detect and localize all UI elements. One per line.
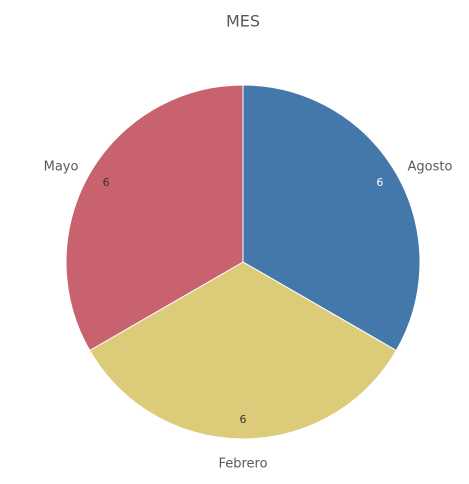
value-label: 6 <box>103 176 110 189</box>
pie-slice <box>89 261 397 440</box>
value-label: 6 <box>240 413 247 426</box>
chart-title: MES <box>226 12 260 31</box>
value-label: 6 <box>376 176 383 189</box>
slice-label: Mayo <box>44 160 79 175</box>
slice-label: Febrero <box>218 457 267 472</box>
pie-slice <box>65 84 244 352</box>
pie-slice <box>242 84 421 352</box>
slice-label: Agosto <box>408 160 453 175</box>
